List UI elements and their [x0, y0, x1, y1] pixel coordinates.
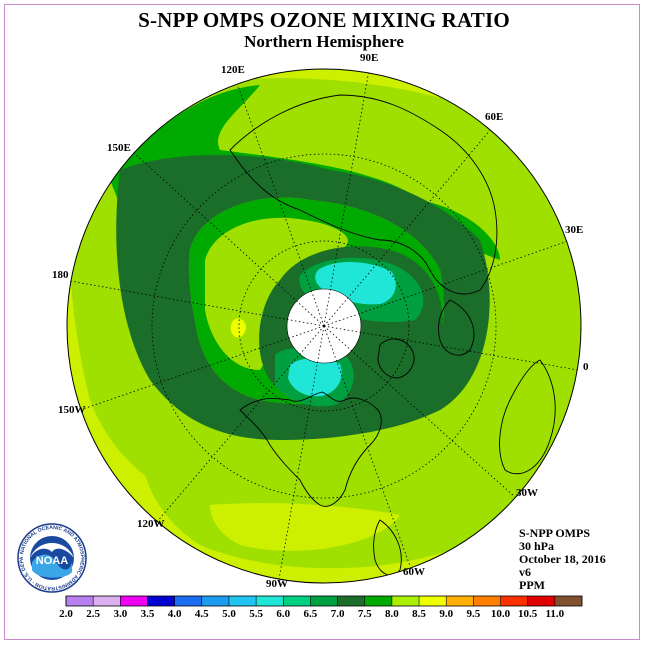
- colorbar-tick-label: 7.5: [358, 608, 372, 620]
- map-subtitle: Northern Hemisphere: [244, 32, 404, 51]
- colorbar-tick-label: 5.5: [249, 608, 263, 620]
- colorbar-swatch: [473, 596, 501, 606]
- map-boundary: [66, 68, 582, 584]
- info-instrument: S-NPP OMPS: [519, 526, 590, 540]
- info-block: S-NPP OMPS 30 hPa October 18, 2016 v6 PP…: [519, 527, 606, 592]
- lon-label-120w: 120W: [137, 518, 165, 530]
- colorbar-tick-label: 6.5: [304, 608, 318, 620]
- colorbar-swatch: [364, 596, 393, 606]
- colorbar-tick-label: 4.0: [168, 608, 182, 620]
- meridian-30w: [323, 325, 516, 498]
- colorbar-swatch: [174, 596, 203, 606]
- logo-wave-icon: [32, 554, 72, 578]
- lon-label-150e: 150E: [107, 142, 131, 154]
- colorbar-tick-label: 3.5: [141, 608, 155, 620]
- meridian-30e: [323, 240, 569, 327]
- info-version: v6: [519, 565, 531, 579]
- info-units: PPM: [519, 578, 545, 592]
- colorbar-swatch: [337, 596, 366, 606]
- colorbar-swatch: [147, 596, 175, 606]
- meridian-60e: [323, 127, 493, 327]
- lon-label-180: 180: [52, 269, 69, 281]
- coast-greenland: [377, 338, 415, 379]
- lon-label-30e: 30E: [565, 224, 583, 236]
- colorbar-tick-label: 10.0: [491, 608, 511, 620]
- latitude-circle-30n: [151, 153, 497, 499]
- colorbar-swatch: [310, 596, 338, 606]
- meridian-0: [323, 325, 579, 371]
- noaa-logo: NATIONAL OCEANIC AND ATMOSPHERIC ADMINIS…: [16, 522, 87, 593]
- colorbar: 2.0 2.5 3.0 3.5 4.0 4.5 5.0 5.5 6.0 6.5 7.0 7.5 8.0 8…: [59, 595, 583, 620]
- page-frame: [4, 4, 640, 640]
- colorbar-swatch: [120, 596, 148, 606]
- colorbar-tick-label: 3.0: [113, 608, 127, 620]
- map-title: S-NPP OMPS OZONE MIXING RATIO: [138, 8, 510, 32]
- colorbar-tick-label: 5.0: [222, 608, 236, 620]
- longitude-labels: 90E 60E 30E 0 30W 60W 90W 120W 150W 180 …: [52, 52, 589, 590]
- meridian-90w: [278, 325, 325, 580]
- colorbar-swatch: [93, 596, 121, 606]
- meridian-90e: [323, 69, 370, 327]
- colorbar-swatch: [391, 596, 420, 606]
- colorbar-swatch: [500, 596, 528, 606]
- colorbar-swatch: [419, 596, 447, 606]
- field-level-6-5-ring: [116, 155, 490, 440]
- colorbar-tick-label: 11.0: [546, 608, 565, 620]
- lon-label-90w: 90W: [266, 578, 288, 590]
- meridian-60w: [323, 325, 411, 567]
- meridian-150e: [133, 152, 325, 327]
- lon-label-120e: 120E: [221, 64, 245, 76]
- graticule: [69, 69, 579, 580]
- colorbar-tick-label: 7.0: [331, 608, 345, 620]
- lon-label-60w: 60W: [403, 566, 425, 578]
- field-level-8-5-patch: [230, 318, 246, 338]
- colorbar-tick-label: 9.0: [439, 608, 453, 620]
- colorbar-swatch: [256, 596, 284, 606]
- colorbar-swatch: [201, 596, 230, 606]
- colorbar-tick-label: 2.0: [59, 608, 73, 620]
- coast-africa: [499, 359, 556, 475]
- latitude-circle-60n: [238, 240, 410, 412]
- colorbar-swatch: [554, 596, 583, 606]
- colorbar-swatch: [228, 596, 257, 606]
- coast-south-america: [373, 519, 402, 576]
- logo-bird-icon: [30, 543, 74, 558]
- field-level-8-0-lower: [210, 503, 400, 551]
- colorbar-tick-label: 10.5: [518, 608, 538, 620]
- polar-night-outline: [286, 288, 362, 364]
- meridian-180: [69, 280, 325, 327]
- colorbar-tick-label: 6.0: [276, 608, 290, 620]
- lon-label-90e: 90E: [360, 52, 378, 64]
- meridian-150w: [79, 325, 325, 411]
- colorbar-tick-label: 8.0: [385, 608, 399, 620]
- lon-label-60e: 60E: [485, 111, 503, 123]
- coast-north-america: [239, 391, 382, 507]
- colorbar-tick-label: 2.5: [86, 608, 100, 620]
- info-level: 30 hPa: [519, 539, 555, 553]
- colorbar-tick-label: 4.5: [195, 608, 209, 620]
- meridian-120e: [237, 85, 325, 327]
- meridian-120w: [155, 325, 325, 524]
- colorbar-tick-label: 9.5: [466, 608, 480, 620]
- colorbar-tick-label: 8.5: [412, 608, 426, 620]
- colorbar-swatch: [527, 596, 556, 606]
- lon-label-150w: 150W: [58, 404, 86, 416]
- colorbar-swatch: [446, 596, 474, 606]
- coastlines: [229, 94, 556, 576]
- colorbar-swatch: [66, 596, 94, 606]
- coast-europe: [438, 299, 475, 356]
- info-date: October 18, 2016: [519, 552, 606, 566]
- colorbar-swatch: [283, 596, 311, 606]
- lon-label-0: 0: [583, 361, 589, 373]
- coast-eurasia: [229, 94, 498, 295]
- lon-label-30w: 30W: [516, 487, 538, 499]
- logo-text: NOAA: [36, 555, 68, 567]
- ozone-field: [67, 69, 581, 583]
